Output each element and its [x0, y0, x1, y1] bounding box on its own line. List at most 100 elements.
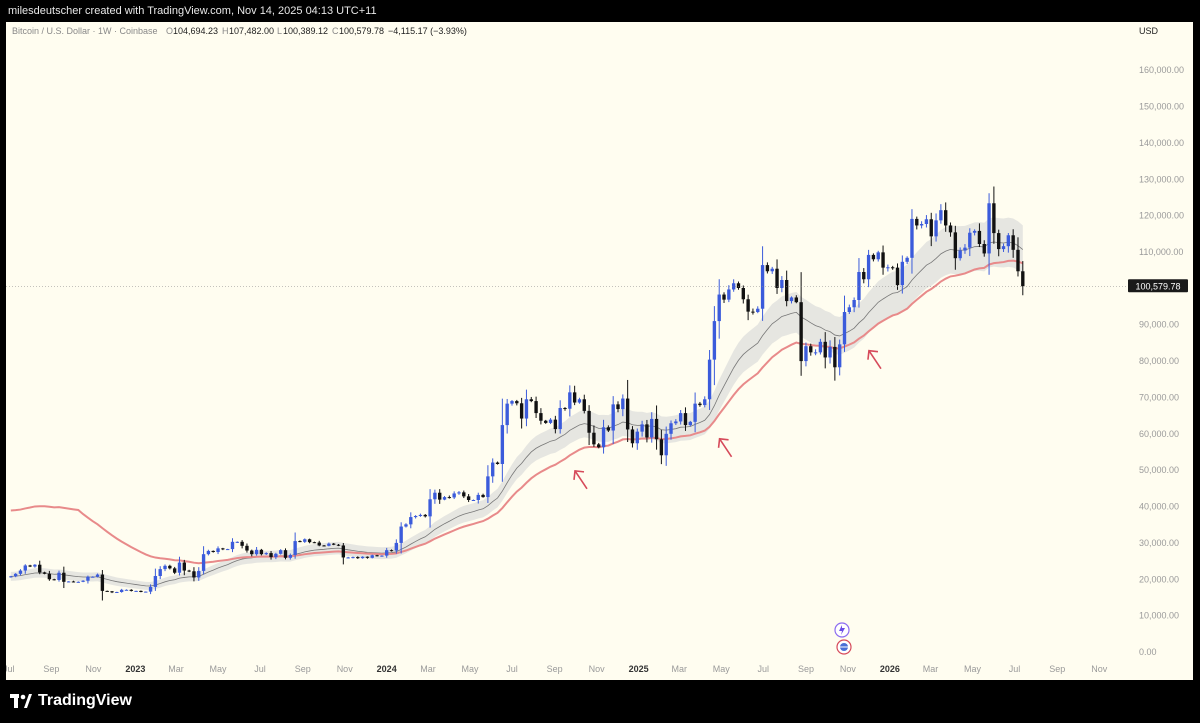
- news-event-icon[interactable]: [834, 622, 850, 638]
- us-economy-event-icon[interactable]: [836, 639, 852, 655]
- candle: [495, 461, 500, 465]
- candle-body: [534, 401, 538, 414]
- candle: [278, 549, 283, 555]
- candle-body: [895, 267, 900, 286]
- candle: [813, 349, 818, 356]
- candle: [423, 513, 427, 518]
- candle: [698, 401, 702, 407]
- currency-label: USD: [1139, 26, 1159, 36]
- candle: [225, 548, 230, 551]
- candle: [336, 544, 341, 547]
- candle-body: [428, 499, 432, 517]
- candle-body: [380, 555, 384, 557]
- annotation-arrow: [867, 349, 882, 370]
- candle: [881, 245, 885, 275]
- candle: [293, 532, 297, 559]
- candle: [997, 229, 1001, 257]
- candle-body: [66, 581, 71, 583]
- time-axis-tick-label: Jul: [506, 664, 518, 674]
- time-axis-tick-label: Jul: [1009, 664, 1021, 674]
- candle: [462, 490, 466, 499]
- candle-body: [197, 570, 201, 578]
- candle-body: [476, 494, 480, 500]
- candle-body: [177, 562, 182, 573]
- candle: [327, 542, 331, 547]
- candle-body: [394, 542, 399, 551]
- candle-body: [722, 294, 726, 300]
- candle-body: [57, 572, 61, 580]
- candle-body: [934, 220, 938, 237]
- candle: [115, 591, 119, 593]
- candle: [52, 578, 56, 581]
- candle: [346, 556, 350, 559]
- candle-body: [539, 413, 543, 421]
- candle: [852, 297, 856, 313]
- chart-area[interactable]: 0.00 10,000.00 20,000.00 30,000.00 40,000.00…: [3, 22, 1193, 680]
- candle-body: [389, 550, 394, 552]
- candle: [693, 392, 697, 433]
- candle-body: [847, 307, 852, 312]
- candle: [876, 250, 880, 262]
- candle-body: [597, 444, 601, 448]
- candle: [264, 552, 268, 555]
- candle: [42, 571, 47, 575]
- candle: [18, 569, 23, 576]
- candle: [259, 548, 264, 556]
- candle-body: [659, 439, 664, 456]
- candle: [491, 458, 495, 483]
- candle-body: [948, 225, 953, 233]
- candle: [1001, 243, 1006, 252]
- candle-body: [62, 572, 66, 582]
- candle: [548, 418, 553, 425]
- arrow-shaft: [574, 470, 588, 490]
- price-axis[interactable]: 0.00 10,000.00 20,000.00 30,000.00 40,000.00…: [1139, 65, 1184, 657]
- candle-body: [71, 581, 76, 583]
- candle: [519, 397, 524, 429]
- candle: [818, 338, 823, 355]
- candle-body: [182, 562, 186, 571]
- candle-body: [245, 545, 249, 551]
- time-axis-tick-label: Nov: [589, 664, 606, 674]
- candle-body: [736, 283, 741, 288]
- candle: [987, 193, 991, 275]
- candle: [23, 564, 27, 574]
- last-price-tag: [1128, 279, 1188, 293]
- candle-body: [977, 230, 982, 244]
- time-axis[interactable]: Jul Sep Nov 2023 Mar May Jul Sep Nov 2024 Mar May Ju…: [3, 664, 1108, 674]
- price-axis-tick-label: 10,000.00: [1139, 611, 1179, 621]
- annotation-arrow: [717, 437, 733, 458]
- price-chart[interactable]: 0.00 10,000.00 20,000.00 30,000.00 40,000.00…: [3, 22, 1193, 680]
- candle: [380, 555, 384, 557]
- candle: [500, 398, 505, 482]
- candle-body: [172, 568, 177, 573]
- tradingview-logo[interactable]: TradingView: [10, 691, 132, 711]
- candle: [365, 556, 370, 559]
- candle: [833, 337, 837, 381]
- candle: [529, 396, 533, 403]
- legend-open-label: O: [166, 26, 173, 36]
- time-axis-tick-label: Jul: [6, 664, 15, 674]
- candle: [447, 495, 452, 499]
- candle-body: [505, 403, 509, 426]
- candle-body: [47, 573, 52, 580]
- candle-body: [409, 517, 413, 525]
- candle-body: [548, 419, 553, 423]
- candle: [283, 548, 288, 560]
- candle: [924, 215, 929, 228]
- candle-body: [611, 404, 615, 431]
- candle: [741, 285, 745, 304]
- candle: [891, 265, 895, 270]
- candle-body: [515, 401, 519, 404]
- candle-body: [678, 413, 683, 422]
- candle: [625, 379, 630, 443]
- candle-body: [307, 539, 312, 543]
- candle: [635, 428, 639, 450]
- candle-body: [731, 283, 736, 290]
- band-mid-line: [10, 241, 1024, 587]
- candle-body: [915, 218, 919, 226]
- candle: [86, 575, 90, 584]
- candle-body: [997, 233, 1001, 250]
- candle: [13, 573, 18, 578]
- candle: [148, 584, 153, 595]
- time-axis-tick-label: Sep: [547, 664, 563, 674]
